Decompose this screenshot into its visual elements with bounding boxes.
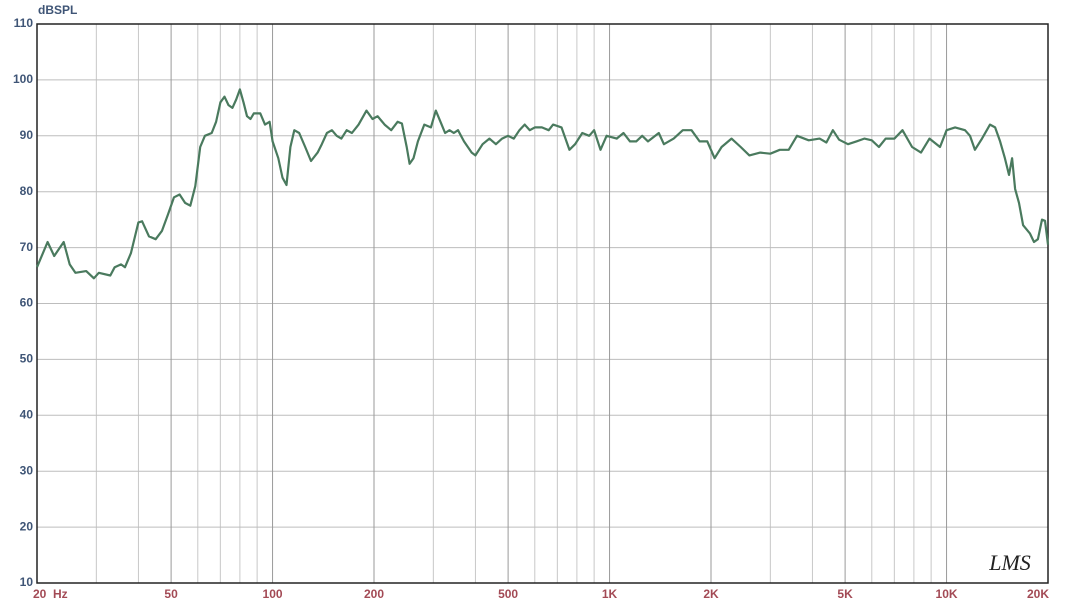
logo: LMS [988,550,1031,575]
y-tick-label: 10 [20,575,34,589]
y-tick-label: 110 [14,16,34,30]
response-line [35,88,1050,280]
y-tick-label: 70 [20,240,34,254]
x-tick-label: 20K [1027,587,1049,601]
y-tick-label: 90 [20,128,34,142]
x-tick-label: 5K [837,587,853,601]
x-tick-label: 20 Hz [33,587,68,601]
plot-frame [36,23,1049,584]
y-tick-label: 50 [20,352,34,366]
x-tick-label: 10K [936,587,958,601]
y-tick-label: 20 [20,519,34,533]
x-tick-label: 2K [703,587,719,601]
y-tick-label: 100 [13,72,33,86]
y-axis-label: dBSPL [38,3,77,17]
x-tick-label: 500 [498,587,518,601]
y-tick-label: 30 [20,463,34,477]
x-tick-label: 50 [164,587,178,601]
x-tick-label: 1K [602,587,618,601]
y-tick-label: 60 [20,296,34,310]
x-tick-label: 200 [364,587,384,601]
y-tick-label: 80 [20,184,34,198]
y-tick-label: 40 [20,407,34,421]
x-tick-label: 100 [263,587,283,601]
